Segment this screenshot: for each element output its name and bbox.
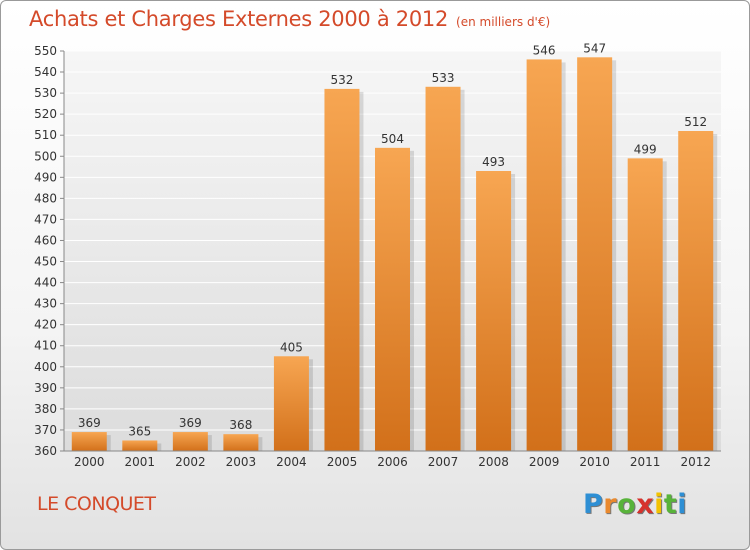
bar-2000 [71, 432, 107, 451]
city-name: LE CONQUET [37, 493, 156, 515]
y-tick-label: 480 [34, 191, 57, 205]
x-tick-label: 2002 [175, 455, 206, 469]
x-tick-label: 2000 [74, 455, 105, 469]
data-label: 504 [381, 132, 404, 146]
x-tick-label: 2009 [529, 455, 560, 469]
y-axis: 360 370 380 390 400 410 420 430 440 450 460 470 480 4… [34, 44, 65, 458]
y-tick-label: 530 [34, 86, 57, 100]
data-label: 369 [179, 416, 202, 430]
bar-2010 [577, 57, 613, 451]
x-tick-label: 2008 [478, 455, 509, 469]
logo-letter: t [663, 489, 678, 520]
y-tick-label: 510 [34, 128, 57, 142]
bar-2012 [678, 131, 714, 451]
logo-letter: r [603, 489, 618, 520]
bar-2005 [324, 88, 360, 451]
data-labels: 369 365 369 368 405 532 504 533 493 546 547 499 512 [78, 41, 707, 438]
data-label: 533 [432, 71, 455, 85]
x-tick-label: 2001 [125, 455, 156, 469]
bar-2009 [526, 59, 562, 451]
x-tick-label: 2005 [327, 455, 358, 469]
logo-letter: P [583, 489, 604, 520]
x-tick-label: 2011 [630, 455, 661, 469]
chart-title: Achats et Charges Externes 2000 à 2012 (e… [29, 7, 550, 31]
y-tick-label: 440 [34, 276, 57, 290]
logo-letter: o [617, 489, 637, 520]
x-tick-label: 2010 [579, 455, 610, 469]
y-tick-label: 520 [34, 107, 57, 121]
bar-2011 [627, 158, 663, 452]
logo-letter: i [654, 489, 664, 520]
y-tick-label: 500 [34, 149, 57, 163]
bar-2007 [425, 86, 461, 451]
data-label: 368 [229, 418, 252, 432]
x-tick-label: 2012 [680, 455, 711, 469]
y-tick-label: 430 [34, 297, 57, 311]
x-axis: 2000 2001 2002 2003 2004 2005 2006 2007 2008 2009… [64, 450, 721, 469]
y-tick-label: 540 [34, 65, 57, 79]
logo-letter: i [677, 489, 688, 520]
y-tick-label: 490 [34, 170, 57, 184]
data-label: 512 [684, 115, 707, 129]
data-label: 365 [128, 424, 151, 438]
y-tick-label: 450 [34, 255, 57, 269]
bar-2003 [223, 434, 259, 451]
bar-2001 [122, 440, 158, 451]
y-tick-label: 360 [34, 444, 57, 458]
bars [71, 57, 718, 452]
y-tick-label: 470 [34, 212, 57, 226]
x-tick-label: 2003 [226, 455, 257, 469]
y-tick-label: 390 [34, 381, 57, 395]
y-tick-label: 410 [34, 339, 57, 353]
x-tick-label: 2007 [428, 455, 459, 469]
data-label: 499 [634, 142, 657, 156]
data-label: 405 [280, 340, 303, 354]
bar-2004 [273, 356, 309, 451]
data-label: 532 [331, 73, 354, 87]
x-tick-label: 2006 [377, 455, 408, 469]
data-label: 493 [482, 155, 505, 169]
data-label: 369 [78, 416, 101, 430]
y-tick-label: 550 [34, 44, 57, 58]
y-tick-label: 400 [34, 360, 57, 374]
proxiti-logo: Proxiti [583, 489, 687, 520]
x-tick-label: 2004 [276, 455, 307, 469]
chart-title-text: Achats et Charges Externes 2000 à 2012 [29, 7, 449, 31]
bar-2006 [375, 147, 410, 451]
data-label: 547 [583, 41, 606, 55]
bar-2002 [172, 432, 208, 451]
logo-letter: x [636, 489, 655, 520]
y-tick-label: 380 [34, 402, 57, 416]
chart-unit: (en milliers d'€) [456, 15, 551, 29]
y-tick-label: 370 [34, 423, 57, 437]
y-tick-label: 460 [34, 233, 57, 247]
data-label: 546 [533, 43, 556, 57]
y-tick-label: 420 [34, 318, 57, 332]
bar-2008 [476, 171, 512, 451]
